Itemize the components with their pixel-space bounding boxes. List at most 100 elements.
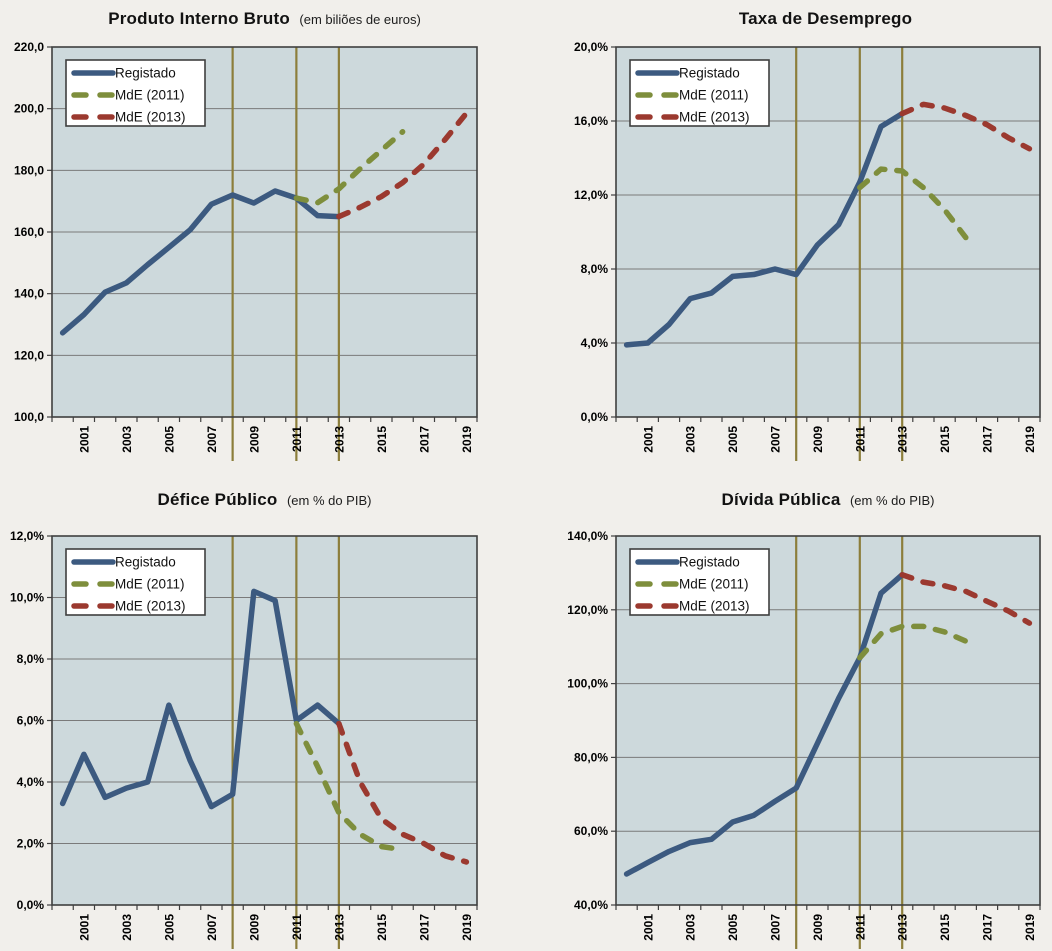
series-mde2013-line — [899, 101, 1033, 152]
y-tick-label: 220,0 — [14, 40, 44, 54]
x-tick-label: 2011 — [290, 914, 304, 940]
legend-label-registado: Registado — [115, 66, 176, 81]
x-tick-label: 2001 — [641, 914, 655, 941]
panel-taxa-de-desemprego: Taxa de Desemprego 0,0% 4,0% 8,0% 12,0% 16,0… — [526, 0, 1052, 475]
y-tick-label: 10,0% — [10, 591, 44, 605]
x-axis-labels: 2001 2003 2005 2007 2009 2011 2013 2015 2017 2019 — [77, 914, 474, 941]
x-tick-label: 2011 — [290, 426, 304, 452]
legend-label-mde2011: MdE (2011) — [679, 88, 749, 103]
x-tick-label: 2007 — [205, 426, 219, 453]
x-tick-label: 2013 — [896, 914, 910, 941]
x-tick-label: 2003 — [684, 426, 698, 453]
legend-label-registado: Registado — [679, 66, 740, 81]
chart-title-sub: (em biliões de euros) — [299, 12, 421, 27]
legend-label-mde2011: MdE (2011) — [115, 88, 185, 103]
legend: Registado MdE (2011) MdE (2013) — [629, 548, 770, 616]
x-tick-label: 2009 — [247, 426, 261, 453]
x-tick-label: 2013 — [332, 914, 346, 941]
chart-title-defice: Défice Público (em % do PIB) — [52, 489, 477, 512]
y-axis-labels: 40,0% 60,0% 80,0% 100,0% 120,0% 140,0% — [567, 529, 608, 912]
chart-title-main: Produto Interno Bruto — [108, 9, 290, 28]
panel-produto-interno-bruto: Produto Interno Bruto (em biliões de eur… — [0, 0, 526, 475]
x-tick-label: 2011 — [853, 426, 867, 452]
y-axis-labels: 100,0 120,0 140,0 160,0 180,0 200,0 220,0 — [14, 40, 44, 424]
x-tick-label: 2005 — [726, 914, 740, 941]
y-axis-labels: 0,0% 4,0% 8,0% 12,0% 16,0% 20,0% — [574, 40, 608, 424]
legend-label-mde2013: MdE (2013) — [679, 599, 750, 614]
x-tick-label: 2005 — [162, 914, 176, 941]
legend: Registado MdE (2011) MdE (2013) — [65, 59, 206, 127]
chart-title-main: Dívida Pública — [721, 490, 841, 509]
axis-ticks — [611, 46, 1041, 422]
y-tick-label: 40,0% — [574, 898, 608, 912]
gridlines — [616, 609, 1040, 832]
y-tick-label: 4,0% — [17, 775, 45, 789]
y-tick-label: 100,0 — [14, 410, 44, 424]
series-mde2013-line — [336, 720, 470, 865]
series-mde2011-line — [293, 129, 406, 206]
x-tick-label: 2019 — [460, 426, 474, 453]
legend-label-registado: Registado — [115, 555, 176, 570]
y-tick-label: 2,0% — [17, 837, 45, 851]
x-tick-label: 2007 — [769, 914, 783, 941]
x-tick-label: 2005 — [726, 426, 740, 453]
chart-title-divida: Dívida Pública (em % do PIB) — [616, 489, 1040, 512]
x-tick-label: 2015 — [375, 914, 389, 941]
series-mde2011-line — [857, 166, 969, 241]
chart-defice: 0,0%2,0%4,0%6,0%8,0%10,0%12,0%2001 2003 20… — [10, 529, 478, 949]
x-tick-label: 2015 — [938, 426, 952, 453]
series-mde2013-line — [336, 110, 470, 220]
gridlines — [52, 108, 477, 356]
legend: Registado MdE (2011) MdE (2013) — [629, 59, 770, 127]
x-tick-label: 2015 — [938, 914, 952, 941]
event-lines — [795, 536, 904, 949]
legend-label-mde2013: MdE (2013) — [679, 110, 750, 125]
x-tick-label: 2013 — [896, 426, 910, 453]
x-tick-label: 2007 — [205, 914, 219, 941]
x-tick-label: 2001 — [641, 426, 655, 453]
x-tick-label: 2013 — [332, 426, 346, 453]
series-mde2011-line — [857, 623, 969, 661]
chart-title-main: Défice Público — [157, 490, 278, 509]
chart-title-pib: Produto Interno Bruto (em biliões de eur… — [52, 8, 477, 31]
y-tick-label: 8,0% — [17, 652, 45, 666]
x-axis-labels: 2001 2003 2005 2007 2009 2011 2013 2015 2017 2019 — [641, 914, 1037, 941]
legend-label-mde2013: MdE (2013) — [115, 599, 186, 614]
x-tick-label: 2019 — [1023, 914, 1037, 941]
x-tick-label: 2019 — [1023, 426, 1037, 453]
y-tick-label: 140,0 — [14, 287, 44, 301]
x-tick-label: 2005 — [162, 426, 176, 453]
x-tick-label: 2015 — [375, 426, 389, 453]
x-tick-label: 2009 — [247, 914, 261, 941]
y-tick-label: 0,0% — [581, 410, 609, 424]
x-tick-label: 2017 — [417, 426, 431, 453]
series-registado-line — [59, 588, 342, 810]
chart-title-sub: (em % do PIB) — [849, 493, 935, 508]
y-tick-label: 12,0% — [574, 188, 608, 202]
y-tick-label: 16,0% — [574, 114, 608, 128]
x-tick-label: 2017 — [981, 426, 995, 453]
legend-label-registado: Registado — [679, 555, 740, 570]
legend-label-mde2011: MdE (2011) — [115, 577, 185, 592]
chart-title-sub: (em % do PIB) — [286, 493, 372, 508]
series-registado-line — [623, 110, 905, 348]
x-tick-label: 2019 — [460, 914, 474, 941]
y-tick-label: 120,0% — [567, 603, 608, 617]
y-tick-label: 100,0% — [567, 677, 608, 691]
chart-divida: 40,0%60,0%80,0%100,0%120,0%140,0%2001 200… — [567, 529, 1041, 949]
x-tick-label: 2003 — [120, 914, 134, 941]
x-tick-label: 2011 — [853, 914, 867, 940]
y-tick-label: 6,0% — [17, 714, 45, 728]
x-tick-label: 2001 — [77, 426, 91, 453]
x-tick-label: 2003 — [120, 426, 134, 453]
series-mde2013-line — [899, 571, 1033, 626]
event-lines — [231, 47, 340, 461]
series-registado-line — [59, 188, 342, 336]
x-tick-label: 2001 — [77, 914, 91, 941]
x-tick-label: 2003 — [684, 914, 698, 941]
series-mde2011-line — [293, 720, 406, 853]
x-tick-label: 2009 — [811, 914, 825, 941]
y-tick-label: 160,0 — [14, 225, 44, 239]
